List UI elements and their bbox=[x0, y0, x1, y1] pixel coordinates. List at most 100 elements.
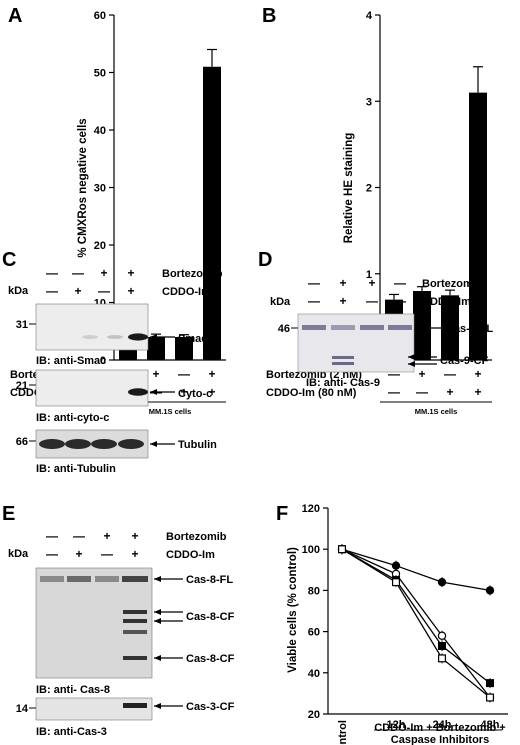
panel-f-xlabel-1: CDDO-Im + Bortezomib + bbox=[374, 722, 505, 734]
panel-f-series-4-line bbox=[341, 548, 491, 699]
panel-f-series-4-point-4 bbox=[486, 693, 495, 702]
panel-a-ytick-label-40: 40 bbox=[94, 125, 106, 137]
panel-d-bort-sign-3: + bbox=[368, 276, 375, 290]
panel-f-series-2-line bbox=[341, 548, 491, 698]
panel-a-bar-4 bbox=[203, 66, 221, 360]
panel-c-cddo-sign-4: + bbox=[127, 284, 134, 298]
panel-f-series-3-point-3 bbox=[438, 642, 447, 651]
panel-a-ytick-label-0: 0 bbox=[100, 355, 106, 367]
panel-e-cddo-sign-1: — bbox=[46, 547, 58, 561]
panel-c-band-tubulin: Tubulin bbox=[178, 439, 217, 451]
panel-a-letter: A bbox=[8, 5, 22, 27]
blot-smac-band-faint-2 bbox=[82, 335, 98, 339]
panel-c-bort-sign-3: + bbox=[100, 266, 107, 280]
panel-e-bort-sign-1: — bbox=[46, 529, 58, 543]
panel-e-marker2: 14 bbox=[16, 703, 29, 715]
panel-e-cddo-sign-3: — bbox=[101, 547, 113, 561]
panel-e-bort-sign-3: + bbox=[103, 529, 110, 543]
panel-a-ytick-label-60: 60 bbox=[94, 10, 106, 22]
panel-c-ib-tubulin: IB: anti-Tubulin bbox=[36, 463, 116, 475]
panel-f-letter: F bbox=[276, 503, 288, 525]
panel-f-series-4-point-2 bbox=[392, 578, 401, 587]
panel-e-arrowhead-cf-1a bbox=[154, 609, 161, 615]
panel-a-ytick-label-20: 20 bbox=[94, 240, 106, 252]
panel-b-ytick-label-2: 2 bbox=[366, 183, 372, 195]
panel-e-ib1: IB: anti- Cas-8 bbox=[36, 684, 110, 696]
blot-cyto-c-band-4 bbox=[128, 388, 148, 396]
panel-e-arrowhead-band2 bbox=[154, 703, 161, 709]
panel-f-series-3-point-4 bbox=[486, 679, 495, 688]
panel-e-cddo-sign-2: + bbox=[75, 547, 82, 561]
panel-d-cddo-sign-3: — bbox=[366, 294, 378, 308]
blot-cas8-fl-band-1 bbox=[40, 576, 64, 582]
panel-d-band-cf: Cas-9-CF bbox=[440, 355, 489, 367]
panel-e-bort-sign-4: + bbox=[131, 529, 138, 543]
panel-f-xlabel-2: Caspase Inhibitors bbox=[391, 734, 489, 745]
panel-f-ytick-label-100: 100 bbox=[302, 544, 320, 556]
panel-e-band-cf-1: Cas-8-CF bbox=[186, 611, 235, 623]
panel-c-ib-smac: IB: anti-Smac bbox=[36, 355, 106, 367]
panel-c-bort-sign-1: — bbox=[46, 266, 58, 280]
panel-e-cddo-label: CDDO-Im bbox=[166, 549, 215, 561]
panel-b-ylabel: Relative HE staining bbox=[343, 133, 355, 244]
panel-a-sign-1-3: — bbox=[178, 367, 190, 381]
panel-f-series-1-point-3 bbox=[437, 577, 447, 587]
panel-a-cells-label: MM.1S cells bbox=[149, 407, 192, 416]
panel-d-letter: D bbox=[258, 249, 272, 271]
panel-a-sign-2-3: + bbox=[180, 385, 187, 399]
panel-e-arrowhead-fl bbox=[154, 576, 161, 582]
panel-f-xtick-48h: 48h bbox=[481, 719, 500, 731]
panel-e: E — — + + — + — + Bortezomib CDDO-Im kDa Cas-8-… bbox=[2, 503, 235, 738]
blot-cas8-cf-band-c bbox=[123, 630, 147, 634]
panel-c-bort-sign-4: + bbox=[127, 266, 134, 280]
panel-d: D — + + — — + — — Bortezomib CDDO-Im kDa 46 Cas… bbox=[258, 249, 493, 389]
panel-f: F Viable cells (% control) 20 40 60 80 100 12… bbox=[276, 503, 508, 745]
panel-c: C — — + + — + — + Bortezomib CDDO-Im kDa 31 Sma… bbox=[2, 249, 223, 475]
blot-cas8-fl-band-2 bbox=[67, 576, 91, 582]
panel-b-ytick-label-1: 1 bbox=[366, 269, 372, 281]
panel-c-cddo-sign-2: + bbox=[74, 284, 81, 298]
panel-e-letter: E bbox=[2, 503, 15, 525]
panel-f-series-2-point-3 bbox=[437, 631, 447, 640]
panel-e-bortezomib-label: Bortezomib bbox=[166, 531, 227, 543]
panel-d-bort-sign-1: — bbox=[308, 276, 320, 290]
panel-c-marker-tubulin: 66 bbox=[16, 436, 28, 448]
blot-tubulin-band-2 bbox=[65, 439, 91, 449]
panel-b-row-cddo: CDDO-Im (80 nM) bbox=[266, 387, 357, 399]
panel-d-cddo-sign-2: + bbox=[339, 294, 346, 308]
panel-c-cddo-sign-1: — bbox=[46, 284, 58, 298]
blot-smac-band-faint-3 bbox=[107, 335, 123, 339]
panel-c-ib-cyto: IB: anti-cyto-c bbox=[36, 412, 109, 424]
panel-d-marker: 46 bbox=[278, 323, 290, 335]
panel-f-ytick-label-20: 20 bbox=[308, 709, 320, 721]
panel-d-arrowhead-cf-2 bbox=[408, 361, 415, 367]
panel-f-xtick-control: Control bbox=[337, 720, 349, 745]
panel-e-band2: Cas-3-CF bbox=[186, 701, 235, 713]
blot-tubulin-band-3 bbox=[91, 439, 117, 449]
panel-a-sign-1-2: + bbox=[152, 367, 159, 381]
panel-c-marker-cyto: 21 bbox=[16, 380, 28, 392]
panel-b-sign-2-3: + bbox=[446, 385, 453, 399]
panel-e-band-cf-2: Cas-8-CF bbox=[186, 653, 235, 665]
blot-smac bbox=[35, 303, 149, 351]
blot-cas9-cf-band-a bbox=[332, 356, 354, 359]
panel-d-arrowhead-fl bbox=[416, 325, 423, 331]
panel-f-series-4-point-3 bbox=[438, 654, 447, 663]
panel-b-sign-2-2: — bbox=[416, 385, 428, 399]
panel-d-kda-label: kDa bbox=[270, 296, 291, 308]
panel-b-cells-label: MM.1S cells bbox=[415, 407, 458, 416]
blot-tubulin-band-4 bbox=[118, 439, 144, 449]
panel-c-cddo-sign-3: — bbox=[98, 284, 110, 298]
panel-a-ylabel: % CMXRos negative cells bbox=[77, 118, 89, 257]
panel-d-bortezomib-label: Bortezomib bbox=[422, 278, 483, 290]
panel-c-cddo-label: CDDO-Im bbox=[162, 286, 211, 298]
panel-c-letter: C bbox=[2, 249, 16, 271]
blot-cas9-cf-band-b bbox=[332, 362, 354, 365]
blot-cas8-fl-band-4 bbox=[122, 576, 148, 582]
blot-cas8-fl-band-3 bbox=[95, 576, 119, 582]
blot-cas9-fl-band-4 bbox=[388, 325, 412, 330]
panel-d-cddo-sign-4: — bbox=[394, 294, 406, 308]
panel-c-bort-sign-2: — bbox=[72, 266, 84, 280]
panel-f-xtick-12h: 12h bbox=[387, 719, 406, 731]
